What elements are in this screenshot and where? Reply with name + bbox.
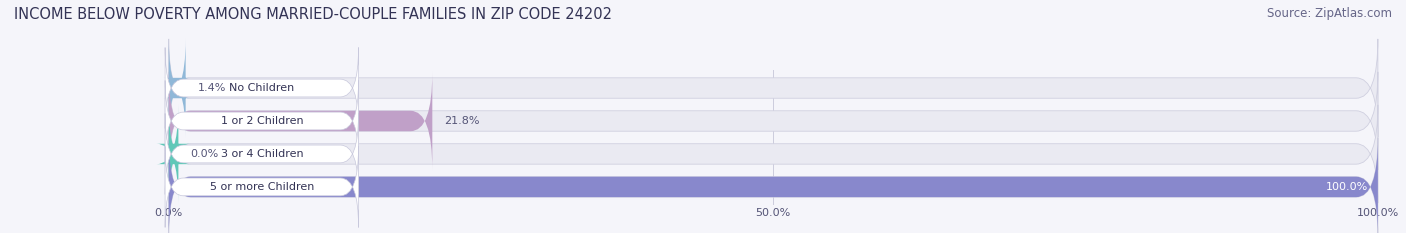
FancyBboxPatch shape bbox=[169, 138, 1378, 233]
Text: 3 or 4 Children: 3 or 4 Children bbox=[221, 149, 304, 159]
Text: No Children: No Children bbox=[229, 83, 294, 93]
FancyBboxPatch shape bbox=[169, 39, 1378, 137]
FancyBboxPatch shape bbox=[169, 138, 1378, 233]
FancyBboxPatch shape bbox=[165, 146, 359, 227]
Text: 5 or more Children: 5 or more Children bbox=[209, 182, 314, 192]
Text: 21.8%: 21.8% bbox=[444, 116, 479, 126]
Text: Source: ZipAtlas.com: Source: ZipAtlas.com bbox=[1267, 7, 1392, 20]
FancyBboxPatch shape bbox=[156, 105, 190, 203]
FancyBboxPatch shape bbox=[165, 48, 359, 129]
Text: 1 or 2 Children: 1 or 2 Children bbox=[221, 116, 304, 126]
FancyBboxPatch shape bbox=[165, 113, 359, 195]
Text: INCOME BELOW POVERTY AMONG MARRIED-COUPLE FAMILIES IN ZIP CODE 24202: INCOME BELOW POVERTY AMONG MARRIED-COUPL… bbox=[14, 7, 612, 22]
FancyBboxPatch shape bbox=[169, 72, 432, 170]
FancyBboxPatch shape bbox=[165, 80, 359, 161]
FancyBboxPatch shape bbox=[169, 72, 1378, 170]
Text: 100.0%: 100.0% bbox=[1326, 182, 1368, 192]
Text: 0.0%: 0.0% bbox=[190, 149, 219, 159]
Text: 1.4%: 1.4% bbox=[198, 83, 226, 93]
FancyBboxPatch shape bbox=[169, 105, 1378, 203]
FancyBboxPatch shape bbox=[165, 39, 190, 137]
